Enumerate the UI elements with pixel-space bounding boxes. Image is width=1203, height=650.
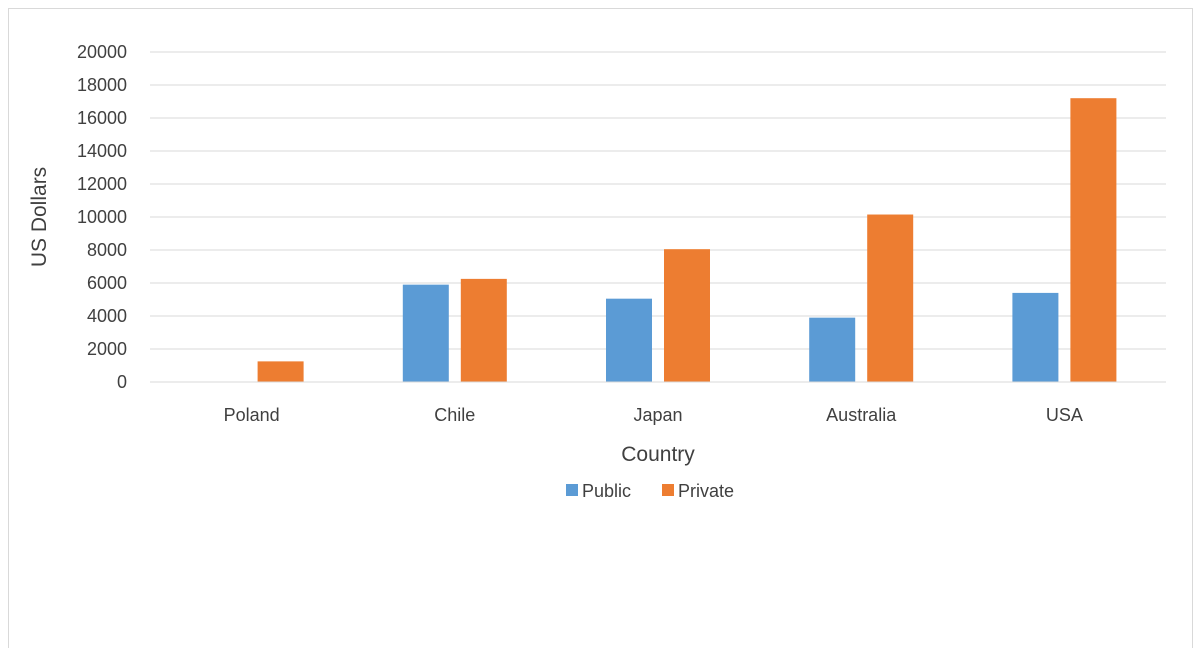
x-tick-label: Poland xyxy=(224,405,280,425)
y-tick-label: 2000 xyxy=(87,339,127,359)
y-tick-label: 16000 xyxy=(77,108,127,128)
legend-swatch-private xyxy=(662,484,674,496)
y-axis-title: US Dollars xyxy=(28,167,51,267)
legend-label-private: Private xyxy=(678,481,734,501)
y-tick-label: 0 xyxy=(117,372,127,392)
bar-public-chile xyxy=(402,284,449,382)
legend: Public Private xyxy=(566,481,734,501)
x-tick-label: USA xyxy=(1046,405,1083,425)
x-tick-label: Chile xyxy=(434,405,475,425)
y-tick-label: 6000 xyxy=(87,273,127,293)
y-tick-label: 4000 xyxy=(87,306,127,326)
legend-label-public: Public xyxy=(582,481,631,501)
bar-private-usa xyxy=(1070,98,1117,382)
y-tick-label: 12000 xyxy=(77,174,127,194)
bar-private-chile xyxy=(460,278,507,382)
x-tick-label: Australia xyxy=(826,405,897,425)
bar-public-usa xyxy=(1012,292,1059,382)
x-axis-tick-labels: Poland Chile Japan Australia USA xyxy=(224,405,1083,425)
y-tick-label: 18000 xyxy=(77,75,127,95)
y-tick-label: 14000 xyxy=(77,141,127,161)
bar-public-australia xyxy=(809,317,856,382)
bar-private-japan xyxy=(664,249,710,382)
y-tick-label: 10000 xyxy=(77,207,127,227)
bar-public-japan xyxy=(606,298,652,382)
x-tick-label: Japan xyxy=(633,405,682,425)
y-tick-label: 20000 xyxy=(77,42,127,62)
y-tick-label: 8000 xyxy=(87,240,127,260)
bars xyxy=(257,98,1117,382)
y-axis-tick-labels: 0 2000 4000 6000 8000 10000 12000 14000 16000 180… xyxy=(77,42,127,392)
bar-private-poland xyxy=(257,361,304,382)
bar-private-australia xyxy=(867,214,914,382)
chart-frame xyxy=(8,8,1193,648)
legend-swatch-public xyxy=(566,484,578,496)
x-axis-title: Country xyxy=(621,443,695,466)
gridlines xyxy=(150,51,1166,350)
